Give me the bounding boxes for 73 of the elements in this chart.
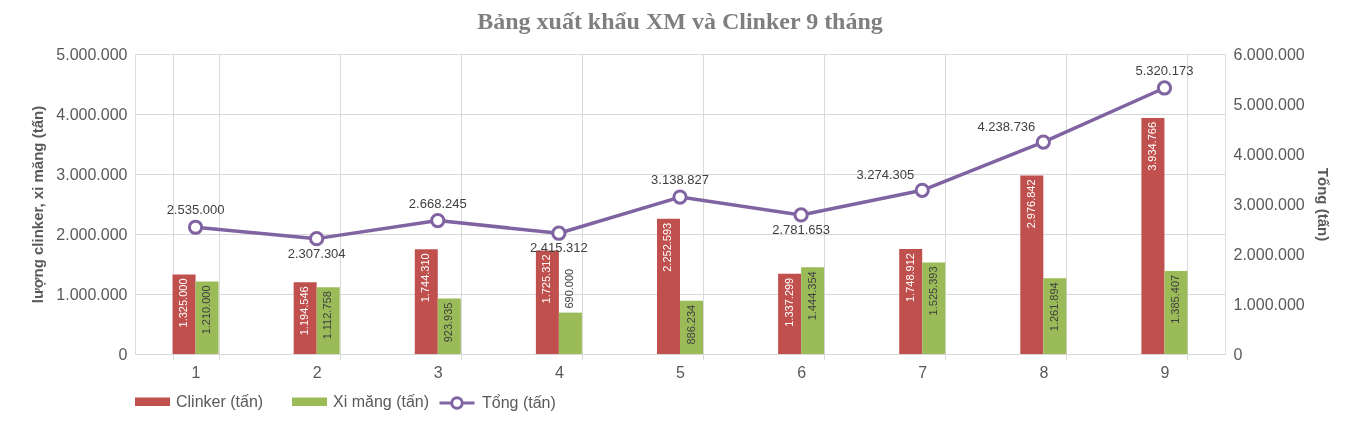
data-label: 3.934.766 bbox=[1145, 121, 1158, 171]
y-tick-label: 1.000.000 bbox=[56, 285, 128, 303]
point bbox=[793, 207, 809, 223]
data-label: 3.138.827 bbox=[651, 172, 709, 188]
data-label: 3.274.305 bbox=[856, 167, 915, 183]
data-label: 5.320.173 bbox=[1135, 62, 1194, 78]
legend-label: Tổng (tấn) bbox=[482, 394, 556, 411]
x-tick-label: 2 bbox=[312, 363, 322, 381]
y2-tick-label: 2.000.000 bbox=[1233, 245, 1305, 263]
y2-axis-title: Tổng (tấn) bbox=[1314, 167, 1332, 242]
legend-label: Clinker (tấn) bbox=[176, 392, 264, 410]
x-tick-label: 4 bbox=[554, 363, 564, 381]
bar bbox=[656, 218, 680, 354]
y-tick-label: 0 bbox=[118, 345, 128, 363]
data-label: 2.976.842 bbox=[1024, 179, 1037, 229]
data-label: 1.444.354 bbox=[805, 271, 818, 321]
bar bbox=[899, 249, 923, 354]
x-tick-label: 6 bbox=[797, 363, 807, 381]
x-tick-label: 8 bbox=[1039, 363, 1049, 381]
y2-tick-label: 0 bbox=[1233, 345, 1243, 363]
data-label: 923.935 bbox=[442, 302, 455, 343]
data-label: 1.744.310 bbox=[419, 253, 432, 303]
bar bbox=[535, 250, 559, 354]
y-axis-title: lượng clinker, xi măng (tấn) bbox=[29, 105, 47, 304]
point bbox=[309, 231, 325, 247]
data-label: 2.535.000 bbox=[166, 202, 225, 218]
legend-label: Xi măng (tấn) bbox=[333, 392, 430, 410]
bar bbox=[1141, 117, 1165, 354]
bar bbox=[922, 262, 946, 354]
data-label: 1.385.407 bbox=[1168, 274, 1181, 324]
y-tick-label: 4.000.000 bbox=[56, 105, 128, 123]
point bbox=[1035, 134, 1051, 150]
data-label: 2.415.312 bbox=[529, 240, 588, 256]
data-label: 2.252.593 bbox=[661, 222, 674, 272]
x-tick-label: 7 bbox=[918, 363, 928, 381]
point bbox=[672, 189, 688, 205]
y-tick-label: 2.000.000 bbox=[56, 225, 128, 243]
point bbox=[914, 182, 930, 198]
data-label: 2.307.304 bbox=[287, 245, 346, 261]
data-label: 1.748.912 bbox=[903, 253, 916, 302]
x-tick-label: 1 bbox=[191, 363, 201, 381]
y2-tick-label: 4.000.000 bbox=[1233, 145, 1305, 163]
y2-tick-label: 3.000.000 bbox=[1233, 195, 1305, 213]
data-label: 1.725.312 bbox=[540, 254, 553, 304]
data-label: 1.194.546 bbox=[298, 286, 311, 336]
point bbox=[430, 212, 446, 229]
y-tick-label: 5.000.000 bbox=[56, 45, 128, 63]
bar bbox=[558, 312, 582, 354]
data-label: 690.000 bbox=[563, 268, 576, 309]
point bbox=[1156, 80, 1173, 96]
x-tick-label: 5 bbox=[676, 363, 686, 381]
data-label: 1.337.299 bbox=[782, 277, 795, 327]
point bbox=[551, 225, 567, 241]
data-label: 1.525.393 bbox=[926, 266, 939, 316]
data-label: 1.325.000 bbox=[177, 278, 190, 328]
data-label: 2.781.653 bbox=[772, 221, 831, 237]
data-label: 2.668.245 bbox=[408, 195, 467, 211]
chart-title: Bảng xuất khẩu XM và Clinker 9 tháng bbox=[477, 8, 883, 34]
bar bbox=[801, 267, 825, 354]
bar bbox=[1020, 175, 1044, 354]
point bbox=[187, 219, 204, 235]
data-label: 1.261.894 bbox=[1047, 282, 1060, 332]
x-tick-label: 3 bbox=[433, 363, 443, 381]
data-label: 886.234 bbox=[684, 304, 697, 345]
data-label: 4.238.736 bbox=[977, 119, 1036, 135]
y2-tick-label: 1.000.000 bbox=[1233, 295, 1305, 313]
bar bbox=[414, 249, 438, 354]
x-tick-label: 9 bbox=[1160, 363, 1170, 381]
data-label: 1.112.758 bbox=[321, 291, 334, 340]
y-tick-label: 3.000.000 bbox=[56, 165, 128, 183]
y2-tick-label: 6.000.000 bbox=[1233, 45, 1305, 63]
data-label: 1.210.000 bbox=[200, 285, 213, 335]
y2-tick-label: 5.000.000 bbox=[1233, 95, 1305, 113]
